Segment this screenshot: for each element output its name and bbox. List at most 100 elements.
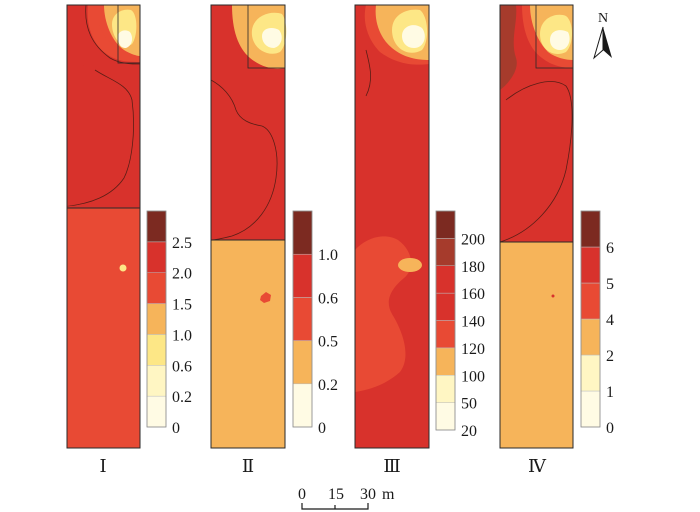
legend-frame: [580, 210, 601, 428]
legend-swatch: [435, 375, 456, 403]
scale-tick-15: 15: [328, 486, 344, 503]
map-iii-contour-line: [365, 49, 371, 97]
legend-tick-label: 0: [606, 420, 614, 437]
legend-tick-label: 2.0: [172, 266, 192, 283]
legend-tick-label: 5: [606, 276, 614, 293]
legend-swatch: [146, 241, 167, 273]
map-ii-bottom-zone: [211, 240, 285, 448]
map-iii-hotspot: [398, 258, 422, 272]
north-arrow-icon-outline: [593, 26, 604, 60]
map-i-outline: [66, 4, 141, 449]
scale-unit: m: [382, 486, 395, 503]
legend-frame: [146, 210, 167, 428]
map-panel-i: Ⅰ: [66, 4, 141, 476]
map-ii-hotspot: [260, 292, 271, 303]
legend-swatch: [580, 318, 601, 356]
legend-swatch: [292, 297, 313, 341]
map-i-bottom-zone: [66, 207, 141, 449]
legend-tick-label: 20: [461, 423, 477, 440]
legend-swatch: [146, 365, 167, 397]
legend-tick-label: 0: [318, 420, 326, 437]
map-iv-hotspot: [551, 294, 555, 298]
map-ii-label: Ⅱ: [242, 456, 254, 476]
map-ii-outline: [210, 4, 286, 449]
map-iv-outline: [499, 4, 574, 449]
scale-tick-30: 30: [360, 486, 376, 503]
legend-tick-label: 6: [606, 240, 614, 257]
map-iv-contour-line: [499, 81, 573, 243]
legend-swatch: [292, 210, 313, 255]
map-i-contour-line-b: [66, 69, 134, 207]
legend-swatch: [146, 395, 167, 428]
map-i-label: Ⅰ: [99, 456, 106, 476]
legend-tick-label: 200: [461, 231, 485, 248]
legend-tick-label: 50: [461, 396, 477, 413]
legend-frame: [435, 210, 456, 431]
scale-tick-0: 0: [298, 486, 306, 503]
map-panel-ii: Ⅱ: [210, 4, 287, 476]
map-iii-pale-patch: [402, 25, 425, 48]
legend-tick-label: 1.0: [318, 247, 338, 264]
legend-tick-label: 100: [461, 368, 485, 385]
scale-bar: 0 15 30 m: [298, 486, 395, 510]
map-ii-pale-patch: [262, 28, 282, 48]
legend-tick-label: 1: [606, 384, 614, 401]
legend-swatch: [435, 320, 456, 349]
map-i-left-lighter-area: [67, 60, 132, 206]
legend-swatch: [580, 390, 601, 428]
legend-iii: 20 50 100 120 140 160 180 200: [435, 210, 485, 440]
map-ii-contour-line-b: [210, 125, 278, 241]
map-iv-bottom-zone: [500, 242, 573, 448]
map-iv-left-dark-strip: [500, 5, 517, 90]
legend-swatch: [292, 340, 313, 385]
legend-tick-label: 120: [461, 341, 485, 358]
legend-tick-label: 0.5: [318, 334, 338, 351]
legend-swatch: [580, 282, 601, 320]
map-panel-iv: Ⅳ: [499, 4, 574, 476]
legend-swatch: [580, 246, 601, 284]
legend-swatch: [292, 383, 313, 428]
legend-swatch: [435, 292, 456, 321]
north-arrow: N: [593, 11, 612, 60]
legend-swatch: [146, 303, 167, 335]
legend-swatch: [146, 272, 167, 304]
legend-tick-label: 0.2: [172, 389, 192, 406]
legend-tick-label: 160: [461, 286, 485, 303]
legend-swatch: [435, 402, 456, 431]
map-iii-label: Ⅲ: [383, 456, 400, 476]
legend-swatch: [146, 334, 167, 366]
north-arrow-icon: [603, 27, 612, 58]
legend-ii: 0 0.2 0.5 0.6 1.0: [292, 210, 338, 437]
legend-tick-label: 0.6: [172, 358, 192, 375]
scale-bar-line: [301, 503, 369, 510]
legend-swatch: [435, 238, 456, 266]
map-iii-lower-zone: [355, 236, 412, 392]
map-iv-label: Ⅳ: [528, 456, 547, 476]
legend-tick-label: 140: [461, 314, 485, 331]
legend-swatch: [435, 210, 456, 239]
legend-swatch: [435, 347, 456, 376]
map-panel-iii: Ⅲ: [354, 4, 430, 476]
map-i-pale-patch: [117, 30, 133, 48]
legend-swatch: [292, 253, 313, 298]
north-label: N: [598, 11, 608, 26]
legend-i: 0 0.2 0.6 1.0 1.5 2.0 2.5: [146, 210, 192, 437]
legend-tick-label: 1.5: [172, 297, 192, 314]
legend-swatch: [146, 210, 167, 243]
legend-tick-label: 0.6: [318, 290, 338, 307]
map-iii-outline: [354, 4, 430, 449]
map-iv-pale-patch: [550, 30, 570, 50]
map-i-contour-line-a: [85, 4, 141, 65]
legend-tick-label: 0: [172, 420, 180, 437]
legend-tick-label: 4: [606, 312, 614, 329]
legend-swatch: [435, 265, 456, 294]
map-i-hotspot: [119, 264, 127, 272]
legend-frame: [292, 210, 313, 428]
legend-tick-label: 2.5: [172, 235, 192, 252]
legend-tick-label: 2: [606, 348, 614, 365]
legend-swatch: [580, 354, 601, 392]
legend-tick-label: 180: [461, 259, 485, 276]
legend-tick-label: 1.0: [172, 327, 192, 344]
legend-iv: 0 1 2 4 5 6: [580, 210, 614, 437]
